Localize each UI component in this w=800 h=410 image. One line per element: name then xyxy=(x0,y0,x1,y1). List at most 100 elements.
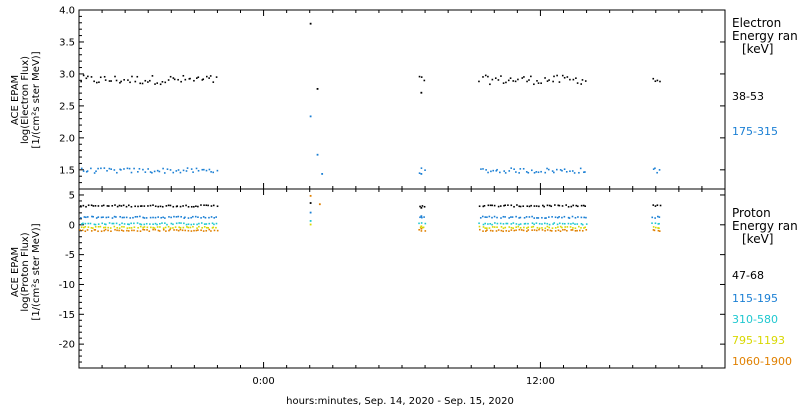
data-point xyxy=(659,204,662,207)
data-point xyxy=(505,81,507,84)
data-point xyxy=(502,223,505,225)
data-point xyxy=(210,216,213,218)
data-point xyxy=(205,169,208,172)
data-point xyxy=(518,228,521,231)
data-point xyxy=(526,205,529,207)
spike-point xyxy=(316,153,319,156)
data-point xyxy=(535,171,538,173)
data-point xyxy=(196,77,198,79)
data-point xyxy=(565,204,567,206)
data-point xyxy=(130,205,133,208)
data-point xyxy=(173,215,175,218)
data-point xyxy=(142,226,144,229)
data-point xyxy=(652,77,655,80)
data-point xyxy=(556,168,558,171)
data-point xyxy=(557,204,560,207)
data-point xyxy=(179,171,182,174)
electron-legend-175-315: 175-315 xyxy=(732,125,778,138)
data-point xyxy=(556,216,559,219)
data-point xyxy=(159,205,162,208)
data-point xyxy=(491,230,494,232)
data-point xyxy=(147,205,149,207)
data-point xyxy=(190,216,192,219)
data-point xyxy=(561,222,564,225)
data-point xyxy=(154,222,157,225)
data-point xyxy=(523,76,525,78)
data-point xyxy=(523,217,526,219)
data-point xyxy=(133,226,136,228)
data-point xyxy=(479,217,482,219)
data-point xyxy=(182,205,184,207)
data-point xyxy=(420,230,423,232)
data-point xyxy=(94,225,97,228)
data-point xyxy=(658,222,660,225)
data-point xyxy=(169,204,172,207)
data-point xyxy=(540,170,542,173)
data-point xyxy=(208,77,210,79)
data-point xyxy=(573,172,576,174)
data-point xyxy=(137,205,139,208)
data-point xyxy=(526,230,528,233)
data-point xyxy=(197,76,200,79)
data-point xyxy=(197,229,199,231)
data-point xyxy=(149,223,151,225)
data-point xyxy=(491,226,494,228)
data-point xyxy=(120,205,123,207)
data-point xyxy=(134,216,137,218)
data-point xyxy=(104,79,107,81)
data-point xyxy=(571,229,574,231)
data-point xyxy=(584,171,586,173)
data-point xyxy=(148,79,151,82)
data-point xyxy=(182,226,185,229)
data-point xyxy=(104,228,107,231)
spike-point xyxy=(309,22,312,25)
data-point xyxy=(140,205,143,207)
data-point xyxy=(499,205,502,207)
data-point xyxy=(154,228,157,231)
data-point xyxy=(519,223,522,225)
data-point xyxy=(175,229,178,231)
data-point xyxy=(211,222,214,225)
data-point xyxy=(503,170,506,172)
data-point xyxy=(195,167,198,170)
data-point xyxy=(657,229,660,232)
x-axis-title: hours:minutes, Sep. 14, 2020 - Sep. 15, … xyxy=(286,396,514,407)
data-point xyxy=(585,216,587,219)
data-point xyxy=(574,230,577,232)
data-point xyxy=(652,226,655,228)
data-point xyxy=(580,227,582,229)
data-point xyxy=(147,168,149,170)
data-point xyxy=(82,222,84,225)
data-point xyxy=(127,204,130,207)
data-point xyxy=(84,225,87,228)
data-point xyxy=(482,168,484,170)
y-tick-label: -10 xyxy=(59,280,75,291)
data-point xyxy=(130,171,133,174)
data-point xyxy=(504,216,506,218)
data-point xyxy=(569,170,571,173)
data-point xyxy=(561,74,564,77)
data-point xyxy=(556,223,559,226)
data-point xyxy=(86,170,89,172)
data-point xyxy=(98,81,100,84)
data-point xyxy=(205,229,208,232)
data-point xyxy=(513,229,516,232)
data-point xyxy=(168,216,170,218)
data-point xyxy=(125,216,128,219)
data-point xyxy=(118,223,121,226)
data-point xyxy=(149,171,152,173)
data-point xyxy=(576,223,579,225)
data-point xyxy=(495,230,498,232)
data-point xyxy=(424,169,426,171)
data-point xyxy=(657,215,659,218)
data-point xyxy=(568,217,571,219)
data-point xyxy=(190,205,193,208)
data-point xyxy=(561,226,563,229)
data-point xyxy=(152,226,154,229)
data-point xyxy=(581,230,584,232)
data-point xyxy=(107,205,110,207)
data-point xyxy=(491,223,493,226)
data-point xyxy=(216,169,219,172)
data-point xyxy=(120,80,122,83)
data-point xyxy=(121,222,123,225)
